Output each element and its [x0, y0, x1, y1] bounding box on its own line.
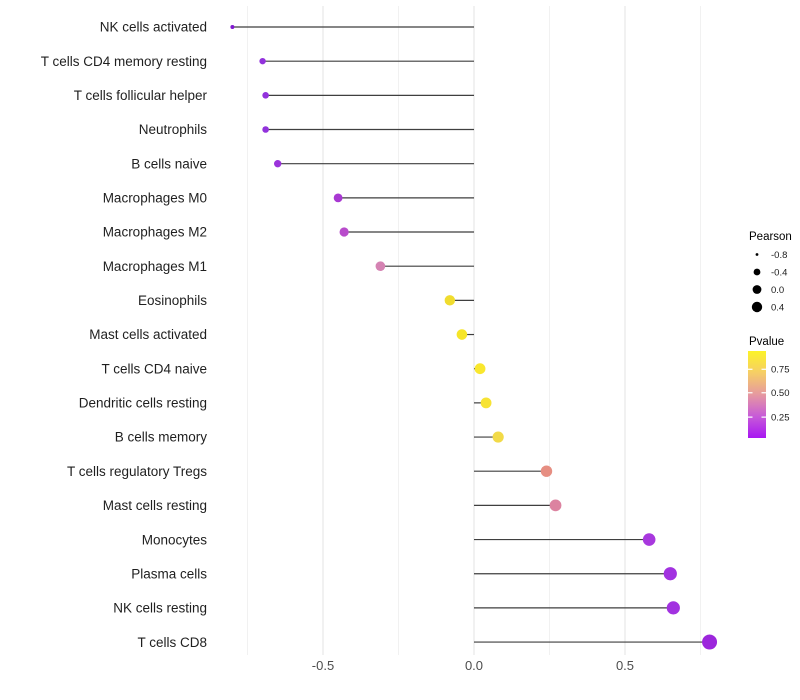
- size-legend-title: Pearson: [749, 231, 792, 243]
- data-point-dot: [480, 397, 492, 409]
- color-legend-title: Pvalue: [749, 336, 784, 348]
- legend-color-tick-label: 0.25: [771, 412, 790, 423]
- color-legend-ticks: 0.75 0.50 0.25: [748, 365, 790, 423]
- category-label: T cells follicular helper: [74, 88, 208, 103]
- data-point-dot: [642, 533, 656, 546]
- legend-size-dot: [751, 301, 763, 313]
- gridlines-minor: [247, 6, 701, 655]
- data-point-dot: [702, 634, 718, 650]
- legend-size-label: 0.0: [771, 285, 784, 296]
- data-point-dot: [262, 126, 269, 133]
- category-label: NK cells activated: [100, 20, 207, 35]
- category-label: Eosinophils: [138, 293, 207, 308]
- gridlines-major: [322, 6, 626, 655]
- size-legend-entries: -0.8 -0.4 0.0 0.4: [751, 250, 787, 313]
- legend-size-label: -0.4: [771, 267, 787, 278]
- data-point-dot: [549, 499, 562, 512]
- data-point-dot: [456, 329, 468, 340]
- x-tick-label: 0.0: [465, 658, 483, 673]
- legend-color-tick-label: 0.75: [771, 365, 790, 376]
- category-label: Macrophages M0: [103, 191, 207, 206]
- data-points: [230, 25, 718, 650]
- data-point-dot: [333, 193, 343, 203]
- data-point-dot: [666, 601, 680, 615]
- category-label: T cells regulatory Tregs: [67, 464, 207, 479]
- data-point-dot: [262, 92, 269, 99]
- legend-size-dot: [755, 253, 759, 256]
- data-point-dot: [492, 431, 504, 443]
- category-label: B cells naive: [131, 156, 207, 171]
- data-point-dot: [474, 363, 486, 375]
- legend-size-label: -0.8: [771, 250, 787, 261]
- category-label: Mast cells activated: [89, 327, 207, 342]
- legend-color-tick-label: 0.50: [771, 388, 790, 399]
- category-label: T cells CD4 naive: [101, 361, 207, 376]
- data-point-dot: [230, 25, 235, 29]
- category-label: Monocytes: [142, 532, 208, 547]
- category-label: T cells CD8: [137, 635, 207, 650]
- category-label: Neutrophils: [139, 122, 208, 137]
- category-label: B cells memory: [115, 430, 208, 445]
- data-point-dot: [663, 567, 677, 581]
- category-label: Dendritic cells resting: [79, 396, 207, 411]
- stem-lines: [232, 26, 710, 643]
- category-label: Plasma cells: [131, 566, 207, 581]
- x-tick-label: 0.5: [616, 658, 634, 673]
- category-label: Macrophages M1: [103, 259, 207, 274]
- category-label: NK cells resting: [113, 601, 207, 616]
- category-label: T cells CD4 memory resting: [41, 54, 207, 69]
- data-point-dot: [274, 159, 282, 168]
- category-label: Mast cells resting: [103, 498, 207, 513]
- color-legend-gradient-bar: [748, 351, 766, 438]
- legend-size-dot: [753, 268, 761, 276]
- category-label: Macrophages M2: [103, 225, 207, 240]
- legend-size-dot: [752, 285, 762, 294]
- legend-size-label: 0.4: [771, 302, 784, 313]
- x-axis-tick-labels: -0.5 0.0 0.5: [312, 658, 634, 673]
- data-point-dot: [540, 465, 553, 477]
- data-point-dot: [444, 295, 456, 306]
- data-point-dot: [339, 227, 349, 237]
- category-axis-labels: NK cells activated T cells CD4 memory res…: [41, 20, 208, 650]
- x-tick-label: -0.5: [312, 658, 334, 673]
- data-point-dot: [375, 261, 386, 271]
- data-point-dot: [259, 57, 266, 65]
- legend: Pearson -0.8-0.40.00.4 Pvalue 0.750.500.…: [748, 231, 792, 438]
